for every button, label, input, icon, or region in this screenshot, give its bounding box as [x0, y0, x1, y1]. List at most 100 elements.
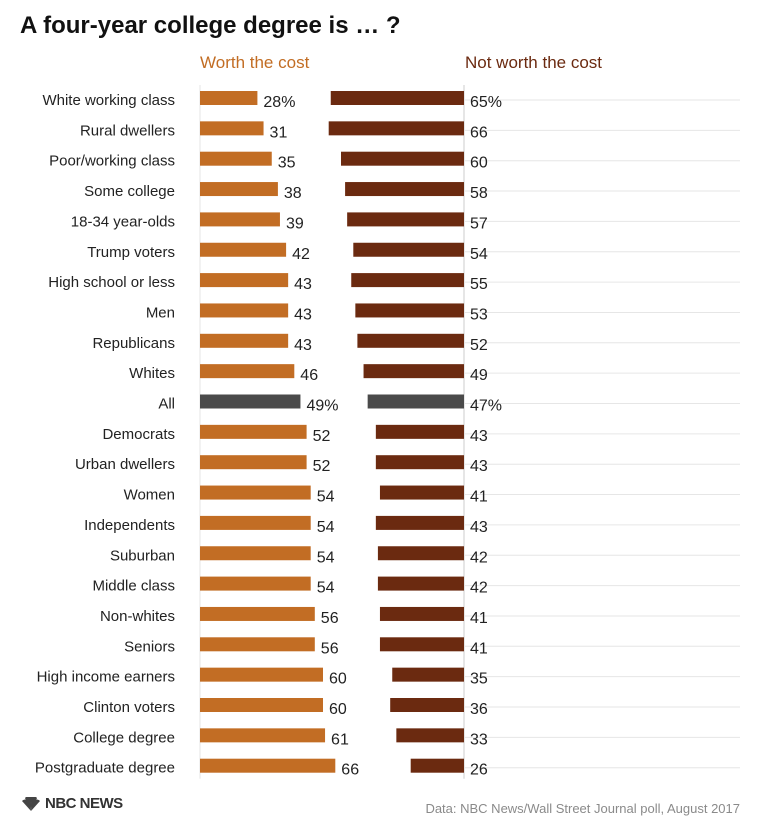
- chart-title: A four-year college degree is … ?: [20, 12, 401, 39]
- bar-not-worth-the-cost: [392, 667, 464, 682]
- category-label: Some college: [84, 183, 175, 200]
- data-label-worth-the-cost: 54: [317, 580, 335, 597]
- data-label-worth-the-cost: 43: [294, 276, 312, 293]
- data-label-not-worth-the-cost: 33: [470, 731, 488, 748]
- data-label-not-worth-the-cost: 41: [470, 610, 488, 627]
- bar-not-worth-the-cost: [396, 728, 464, 743]
- data-label-worth-the-cost: 49%: [306, 398, 338, 415]
- data-label-worth-the-cost: 28%: [263, 94, 295, 111]
- bar-not-worth-the-cost: [377, 576, 464, 591]
- data-label-worth-the-cost: 46: [300, 367, 318, 384]
- bar-worth-the-cost: [200, 758, 336, 773]
- bar-worth-the-cost: [200, 182, 278, 197]
- bar-not-worth-the-cost: [377, 546, 464, 561]
- category-label: Clinton voters: [83, 699, 175, 716]
- data-label-worth-the-cost: 56: [321, 640, 339, 657]
- category-label: Suburban: [110, 547, 175, 564]
- data-label-not-worth-the-cost: 58: [470, 185, 488, 202]
- bar-not-worth-the-cost: [328, 121, 464, 136]
- data-label-worth-the-cost: 54: [317, 549, 335, 566]
- data-label-worth-the-cost: 35: [278, 155, 296, 172]
- data-label-not-worth-the-cost: 53: [470, 306, 488, 323]
- bar-worth-the-cost: [200, 212, 280, 227]
- bar-worth-the-cost: [200, 728, 326, 743]
- category-label: Trump voters: [87, 244, 175, 261]
- bar-worth-the-cost: [200, 91, 258, 105]
- category-label: College degree: [73, 729, 175, 746]
- data-label-worth-the-cost: 56: [321, 610, 339, 627]
- category-label: Seniors: [124, 638, 175, 655]
- bar-not-worth-the-cost: [330, 91, 464, 105]
- bar-worth-the-cost: [200, 303, 289, 318]
- category-label: Men: [146, 304, 175, 321]
- bar-worth-the-cost: [200, 455, 307, 470]
- category-label: 18-34 year-olds: [71, 213, 175, 230]
- bar-not-worth-the-cost: [347, 212, 464, 227]
- category-label: Republicans: [92, 335, 175, 352]
- data-label-not-worth-the-cost: 42: [470, 549, 488, 566]
- category-label: Postgraduate degree: [35, 760, 175, 777]
- data-label-worth-the-cost: 43: [294, 337, 312, 354]
- category-label: Urban dwellers: [75, 456, 175, 473]
- data-label-worth-the-cost: 61: [331, 731, 349, 748]
- bar-worth-the-cost: [200, 424, 307, 439]
- legend-worth-the-cost: Worth the cost: [200, 53, 310, 72]
- legend-not-worth-the-cost: Not worth the cost: [465, 53, 603, 72]
- nbc-news-wordmark: NBC NEWS: [45, 795, 123, 812]
- category-label: High income earners: [37, 669, 175, 686]
- bar-worth-the-cost: [200, 273, 289, 288]
- category-label: Democrats: [102, 426, 175, 443]
- data-label-worth-the-cost: 60: [329, 671, 347, 688]
- data-label-not-worth-the-cost: 55: [470, 276, 488, 293]
- bar-worth-the-cost: [200, 576, 311, 591]
- data-label-not-worth-the-cost: 42: [470, 580, 488, 597]
- data-label-not-worth-the-cost: 43: [470, 428, 488, 445]
- bar-not-worth-the-cost: [375, 515, 464, 530]
- bar-not-worth-the-cost: [379, 485, 464, 500]
- category-label: Independents: [84, 517, 175, 534]
- data-label-worth-the-cost: 66: [341, 762, 359, 779]
- bar-worth-the-cost: [200, 698, 323, 712]
- bar-worth-the-cost: [200, 364, 295, 379]
- data-label-not-worth-the-cost: 41: [470, 489, 488, 506]
- bar-not-worth-the-cost: [363, 364, 464, 379]
- data-label-worth-the-cost: 39: [286, 215, 304, 232]
- bar-worth-the-cost: [200, 515, 311, 530]
- bar-chart: White working class 28% 65% Rural dwellers 3…: [35, 85, 740, 779]
- peacock-icon: [22, 796, 40, 811]
- bar-not-worth-the-cost: [375, 424, 464, 439]
- bar-not-worth-the-cost: [357, 333, 464, 348]
- bar-worth-the-cost: [200, 667, 323, 682]
- bar-worth-the-cost: [200, 637, 315, 652]
- source-note: Data: NBC News/Wall Street Journal poll,…: [425, 801, 740, 816]
- category-label: Middle class: [92, 578, 175, 595]
- data-label-not-worth-the-cost: 26: [470, 762, 488, 779]
- bar-not-worth-the-cost: [353, 242, 464, 257]
- data-label-not-worth-the-cost: 52: [470, 337, 488, 354]
- data-label-not-worth-the-cost: 35: [470, 671, 488, 688]
- data-label-not-worth-the-cost: 66: [470, 124, 488, 141]
- bar-not-worth-the-cost: [410, 758, 464, 773]
- data-label-not-worth-the-cost: 49: [470, 367, 488, 384]
- bar-not-worth-the-cost: [355, 303, 464, 318]
- data-label-worth-the-cost: 43: [294, 306, 312, 323]
- data-label-worth-the-cost: 54: [317, 519, 335, 536]
- data-label-worth-the-cost: 31: [270, 124, 288, 141]
- bar-not-worth-the-cost: [367, 394, 464, 409]
- data-label-not-worth-the-cost: 65%: [470, 94, 502, 111]
- category-label: Rural dwellers: [80, 122, 175, 139]
- bar-not-worth-the-cost: [345, 182, 464, 197]
- bar-not-worth-the-cost: [341, 151, 464, 166]
- data-label-worth-the-cost: 42: [292, 246, 310, 263]
- bar-worth-the-cost: [200, 606, 315, 621]
- data-label-not-worth-the-cost: 47%: [470, 398, 502, 415]
- data-label-worth-the-cost: 52: [313, 428, 331, 445]
- bar-worth-the-cost: [200, 546, 311, 561]
- bar-worth-the-cost: [200, 121, 264, 136]
- nbc-news-logo: NBC NEWS: [20, 795, 123, 812]
- bar-worth-the-cost: [200, 394, 301, 409]
- category-label: Non-whites: [100, 608, 175, 625]
- category-label: Poor/working class: [49, 153, 175, 170]
- data-label-not-worth-the-cost: 43: [470, 458, 488, 475]
- data-label-not-worth-the-cost: 36: [470, 701, 488, 718]
